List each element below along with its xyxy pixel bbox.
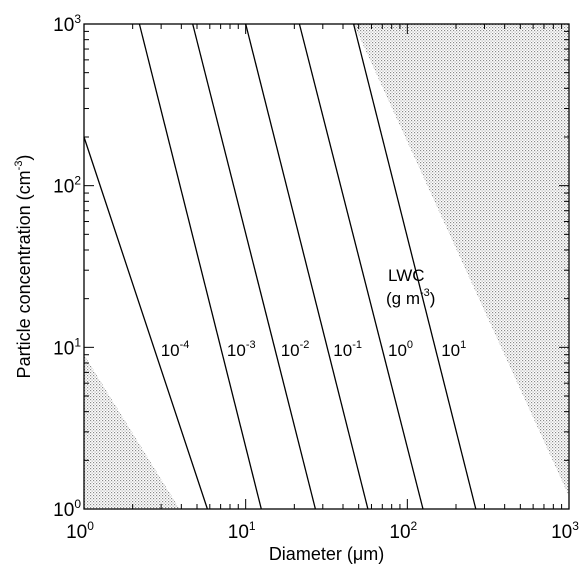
y-axis-title: Particle concentration (cm-3) [13,155,34,379]
y-tick-label: 103 [53,12,81,36]
plot-frame [83,23,570,510]
x-axis-title: Diameter (μm) [269,544,384,564]
shaded-region-2 [353,24,569,497]
y-tick-label: 101 [53,335,81,359]
lwc-annotation: LWC (g m-3) [386,266,435,308]
lwc-line-3 [192,23,317,510]
shaded-regions [84,24,569,509]
line-labels: 10-4 10-3 10-2 10-1 100 101 [161,339,467,360]
annotation-units: (g m-3) [386,287,435,308]
annotation-lwc: LWC [388,266,425,285]
y-tick-label: 100 [53,497,81,521]
lwc-line-label: 10-3 [227,339,256,360]
x-tick-label: 102 [389,519,417,543]
lwc-line-label: 10-1 [333,339,362,360]
lwc-line-label: 10-4 [161,339,190,360]
x-tick-label: 100 [66,519,94,543]
lwc-line-6 [352,23,477,510]
lwc-line-label: 10-2 [281,339,310,360]
lwc-line-label: 100 [388,339,413,360]
shaded-region-1 [84,354,180,509]
lwc-line-5 [298,23,424,510]
lwc-line-4 [245,23,369,510]
lwc-line-2 [138,23,262,510]
axis-ticks [83,24,569,510]
lwc-line-1 [83,136,209,510]
y-tick-label: 102 [53,174,81,198]
x-tick-label: 101 [228,519,256,543]
x-tick-label: 103 [551,519,579,543]
lwc-line-label: 101 [441,339,466,360]
lwc-lines [83,23,477,510]
